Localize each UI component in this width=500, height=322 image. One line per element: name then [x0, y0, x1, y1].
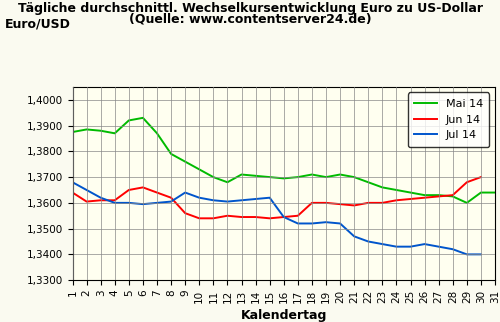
Mai 14 — [450, 194, 456, 198]
Mai 14 — [154, 131, 160, 135]
Jun 14 — [337, 202, 343, 206]
Mai 14 — [464, 201, 470, 205]
Jul 14 — [224, 200, 230, 204]
Jun 14 — [394, 198, 400, 202]
Jun 14 — [224, 214, 230, 218]
Text: Tägliche durchschnittl. Wechselkursentwicklung Euro zu US-Dollar: Tägliche durchschnittl. Wechselkursentwi… — [18, 2, 482, 14]
Text: (Quelle: www.contentserver24.de): (Quelle: www.contentserver24.de) — [128, 13, 372, 26]
Jul 14 — [210, 198, 216, 202]
Mai 14 — [196, 167, 202, 171]
Mai 14 — [295, 175, 301, 179]
Jul 14 — [168, 200, 174, 204]
Jul 14 — [366, 240, 372, 243]
Jul 14 — [238, 198, 244, 202]
Jun 14 — [464, 180, 470, 184]
Jul 14 — [295, 222, 301, 225]
Jun 14 — [478, 175, 484, 179]
Jul 14 — [98, 196, 103, 200]
Jun 14 — [154, 191, 160, 194]
Mai 14 — [380, 185, 386, 189]
Jul 14 — [309, 222, 315, 225]
Jul 14 — [252, 197, 258, 201]
Mai 14 — [210, 175, 216, 179]
Jun 14 — [126, 188, 132, 192]
Jun 14 — [210, 216, 216, 220]
Jun 14 — [266, 216, 272, 220]
Mai 14 — [168, 152, 174, 156]
Mai 14 — [224, 180, 230, 184]
Jul 14 — [380, 242, 386, 246]
Mai 14 — [436, 193, 442, 197]
Jul 14 — [70, 180, 75, 184]
Mai 14 — [126, 118, 132, 122]
Jul 14 — [84, 188, 89, 192]
Jul 14 — [450, 247, 456, 251]
Mai 14 — [492, 191, 498, 194]
Jul 14 — [422, 242, 428, 246]
Mai 14 — [98, 129, 103, 133]
Jun 14 — [70, 191, 75, 194]
Mai 14 — [238, 173, 244, 176]
Mai 14 — [394, 188, 400, 192]
Jun 14 — [196, 216, 202, 220]
Line: Jul 14: Jul 14 — [72, 182, 481, 254]
Jul 14 — [464, 252, 470, 256]
Jul 14 — [182, 191, 188, 194]
Jun 14 — [112, 198, 118, 202]
Jul 14 — [281, 215, 287, 219]
Jul 14 — [323, 220, 329, 224]
Jun 14 — [436, 194, 442, 198]
Jul 14 — [196, 196, 202, 200]
Mai 14 — [323, 175, 329, 179]
X-axis label: Kalendertag: Kalendertag — [240, 309, 327, 322]
Jun 14 — [84, 200, 89, 204]
Mai 14 — [309, 173, 315, 176]
Jun 14 — [366, 201, 372, 205]
Mai 14 — [140, 116, 146, 120]
Mai 14 — [351, 175, 357, 179]
Jun 14 — [309, 201, 315, 205]
Text: Euro/USD: Euro/USD — [5, 18, 71, 31]
Jul 14 — [436, 245, 442, 249]
Line: Jun 14: Jun 14 — [72, 177, 481, 218]
Jul 14 — [478, 252, 484, 256]
Jun 14 — [168, 196, 174, 200]
Mai 14 — [70, 130, 75, 134]
Jul 14 — [154, 201, 160, 205]
Mai 14 — [112, 131, 118, 135]
Jul 14 — [408, 245, 414, 249]
Jun 14 — [408, 197, 414, 201]
Mai 14 — [337, 173, 343, 176]
Jul 14 — [337, 222, 343, 225]
Mai 14 — [252, 174, 258, 178]
Jun 14 — [450, 193, 456, 197]
Jun 14 — [252, 215, 258, 219]
Mai 14 — [422, 193, 428, 197]
Jun 14 — [238, 215, 244, 219]
Jul 14 — [351, 234, 357, 238]
Legend: Mai 14, Jun 14, Jul 14: Mai 14, Jun 14, Jul 14 — [408, 92, 490, 147]
Mai 14 — [84, 128, 89, 131]
Mai 14 — [366, 180, 372, 184]
Mai 14 — [478, 191, 484, 194]
Jun 14 — [295, 214, 301, 218]
Jun 14 — [323, 201, 329, 205]
Line: Mai 14: Mai 14 — [72, 118, 495, 203]
Jun 14 — [380, 201, 386, 205]
Jul 14 — [126, 201, 132, 205]
Jun 14 — [182, 211, 188, 215]
Jun 14 — [351, 204, 357, 207]
Mai 14 — [266, 175, 272, 179]
Jul 14 — [394, 245, 400, 249]
Jun 14 — [281, 215, 287, 219]
Jun 14 — [98, 198, 103, 202]
Jun 14 — [422, 196, 428, 200]
Jul 14 — [266, 196, 272, 200]
Jul 14 — [112, 201, 118, 205]
Jun 14 — [140, 185, 146, 189]
Jul 14 — [140, 202, 146, 206]
Mai 14 — [408, 191, 414, 194]
Mai 14 — [182, 160, 188, 164]
Mai 14 — [281, 176, 287, 180]
